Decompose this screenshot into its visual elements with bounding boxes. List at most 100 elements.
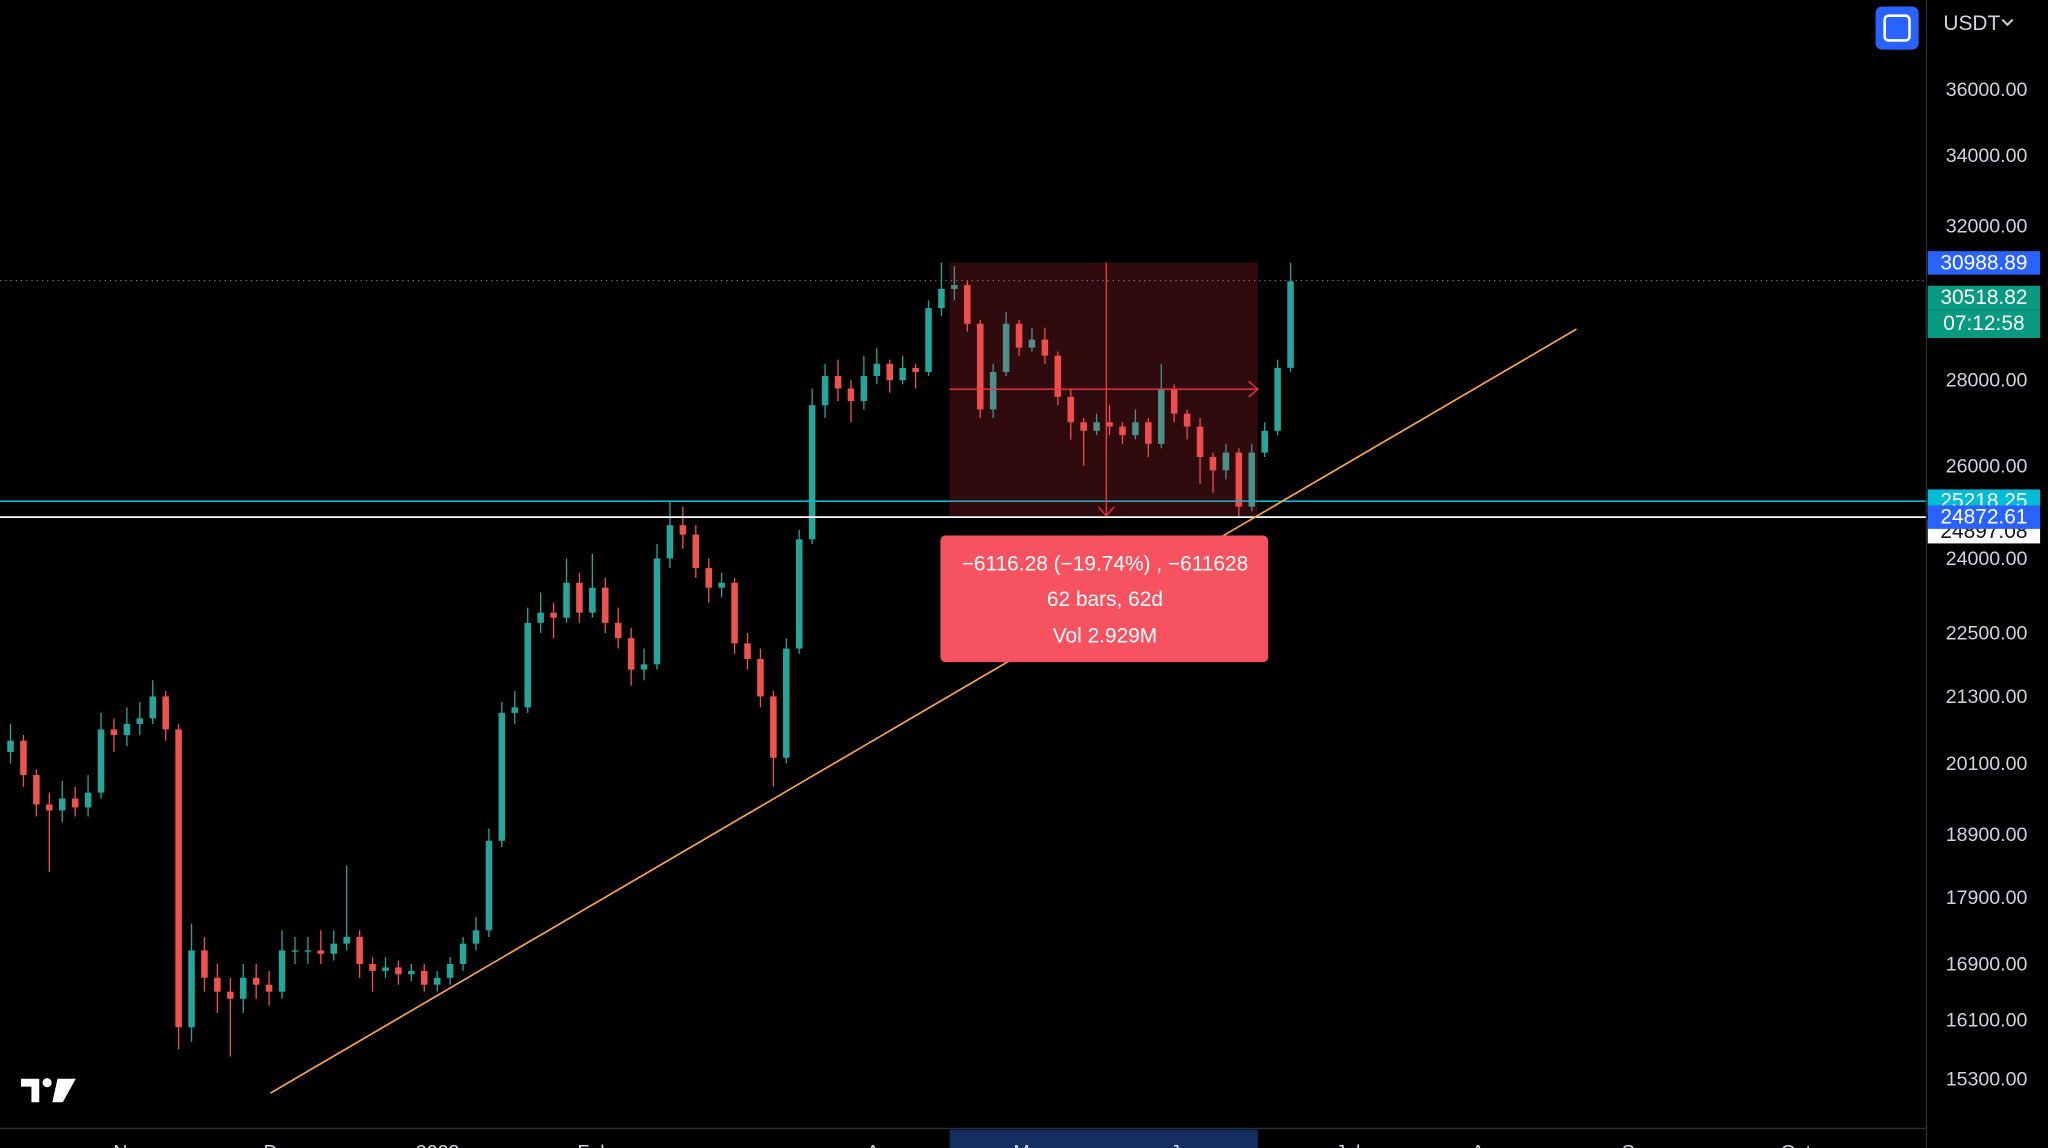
candle-body	[162, 696, 169, 730]
measure-arrow-down	[1097, 506, 1115, 517]
candle-body	[589, 587, 596, 613]
axis-labels: 36000.00 34000.00 32000.00 28000.00 26000.00…	[113, 79, 2041, 1148]
candle-body	[136, 718, 144, 724]
candle-body	[550, 612, 557, 618]
candle-body	[640, 664, 648, 670]
candle-body	[1015, 323, 1023, 348]
candle-body	[84, 792, 92, 808]
candle-body	[1274, 367, 1281, 431]
candle-body	[149, 696, 157, 719]
y-tick-label: 15300.00	[1946, 1069, 2028, 1091]
candle-body	[860, 376, 868, 402]
candle-body	[976, 323, 984, 410]
price-tag	[1927, 251, 2041, 275]
measure-arrow-right	[1248, 380, 1259, 398]
x-tick-label: Dec	[263, 1141, 298, 1148]
candle-body	[356, 936, 363, 964]
candle-body	[1119, 426, 1126, 436]
candle-body	[1145, 422, 1152, 444]
candle-body	[201, 950, 208, 978]
candle-body	[1261, 430, 1268, 453]
candle-body	[498, 712, 506, 841]
candle-body	[1132, 422, 1139, 436]
measure-text: −6116.28 (−19.74%) , −611628	[962, 553, 1249, 576]
fullscreen-icon	[1883, 14, 1911, 42]
candle-body	[433, 977, 441, 985]
x-tick-label: Jul	[1335, 1141, 1360, 1148]
candle-body	[692, 534, 700, 569]
y-tick-label: 16100.00	[1946, 1010, 2028, 1032]
candle-body	[33, 775, 40, 805]
x-tick-label: May	[1013, 1141, 1050, 1148]
candle-body	[304, 950, 312, 952]
candle-body	[1041, 339, 1049, 356]
candle-body	[744, 643, 751, 660]
candle-body	[1248, 452, 1256, 507]
candle-body	[395, 967, 402, 975]
y-tick-label: 36000.00	[1946, 79, 2028, 101]
candle-body	[563, 582, 570, 618]
candle-body	[239, 977, 247, 999]
time-range-highlight	[949, 1129, 1258, 1148]
candle-body	[602, 587, 609, 623]
candle-body	[58, 798, 66, 811]
candle-body	[731, 582, 738, 644]
candle-body	[511, 707, 519, 713]
candle-body	[1106, 422, 1113, 427]
candle-body	[795, 539, 803, 649]
plot-area	[0, 262, 1927, 1057]
candle-body	[408, 970, 415, 975]
candle-body	[964, 285, 971, 324]
x-tick-label: Jun	[1170, 1141, 1202, 1148]
price-tag-label: 30988.89	[1940, 251, 2027, 274]
candle-body	[20, 740, 27, 776]
y-tick-label: 26000.00	[1946, 455, 2028, 477]
candle-body	[265, 984, 273, 992]
candle-body	[757, 659, 764, 697]
candle-body	[1028, 339, 1036, 348]
candle-body	[989, 371, 997, 410]
candle-body	[472, 930, 480, 944]
candle-body	[1054, 355, 1062, 397]
candle-body	[1067, 396, 1075, 423]
candle-body	[938, 288, 945, 309]
candle-body	[1235, 452, 1243, 507]
price-tag	[1927, 505, 2041, 529]
currency-selector[interactable]: USDT	[1943, 12, 2000, 35]
price-axis	[1926, 0, 2048, 1148]
candle-body	[1183, 413, 1191, 427]
candle-body	[1287, 281, 1294, 368]
candle-body	[317, 950, 325, 954]
fullscreen-button[interactable]	[1875, 6, 1919, 50]
candle-body	[537, 612, 544, 623]
candle-body	[925, 308, 932, 372]
candle-body	[97, 729, 105, 793]
candle-body	[1170, 388, 1178, 414]
x-tick-label: Aug	[1472, 1141, 1507, 1148]
candle-body	[705, 568, 712, 588]
y-tick-label: 16900.00	[1946, 954, 2028, 976]
candle-body	[227, 991, 234, 999]
candle-body	[446, 963, 454, 978]
price-tag-label: 30518.82	[1940, 286, 2027, 309]
x-tick-label: Nov	[113, 1141, 148, 1148]
candle-body	[951, 285, 958, 289]
candle-body	[71, 798, 79, 808]
candle-body	[770, 696, 777, 758]
x-tick-label: Oct	[1781, 1141, 1812, 1148]
candle-body	[1080, 422, 1087, 431]
candle-body	[912, 367, 919, 372]
y-tick-label: 18900.00	[1946, 824, 2028, 846]
candle-body	[330, 943, 338, 954]
candle-body	[524, 622, 531, 708]
x-tick-label: Sep	[1622, 1141, 1657, 1148]
candle-body	[666, 525, 674, 559]
candle-body	[123, 723, 131, 736]
candle-body	[653, 558, 661, 665]
candle-body	[278, 950, 286, 992]
candle-body	[899, 367, 906, 381]
candle-body	[1196, 426, 1204, 458]
candle-body	[1157, 388, 1165, 444]
candle-body	[1093, 422, 1100, 431]
